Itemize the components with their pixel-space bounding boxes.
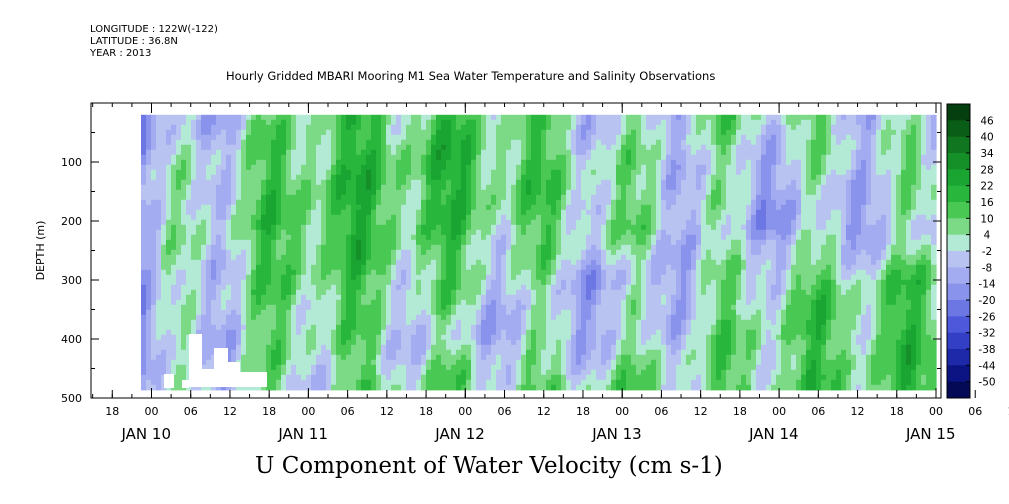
colorbar-label: 34: [980, 148, 994, 160]
x-hour-label: 00: [145, 405, 159, 418]
x-hour-label: 00: [929, 405, 943, 418]
x-hour-label: 18: [576, 405, 590, 418]
x-hour-label: 06: [654, 405, 668, 418]
x-day-label: JAN 10: [121, 425, 172, 443]
colorbar-swatch: [947, 267, 970, 285]
colorbar-swatch: [947, 251, 970, 268]
colorbar-label: 40: [980, 132, 993, 144]
colorbar-label: -26: [978, 311, 995, 323]
x-hour-label: 18: [262, 405, 276, 418]
colorbar-label: 46: [980, 115, 994, 127]
colorbar-label: 4: [984, 230, 991, 242]
y-axis-title: DEPTH (m): [34, 221, 47, 281]
colorbar-swatch: [947, 169, 970, 187]
colorbar-label: -20: [978, 295, 995, 307]
colorbar-label: 28: [980, 164, 993, 176]
x-hour-label: 00: [301, 405, 315, 418]
x-hour-label: 18: [419, 405, 433, 418]
x-hour-label: 06: [968, 405, 982, 418]
colorbar-swatch: [947, 136, 970, 154]
colorbar-label: -38: [978, 344, 995, 356]
x-hour-label: 12: [537, 405, 551, 418]
x-hour-label: 12: [1007, 405, 1009, 418]
x-hour-label: 00: [458, 405, 472, 418]
colorbar-swatch: [947, 332, 970, 350]
x-day-label: JAN 12: [434, 425, 485, 443]
colorbar-swatch: [947, 349, 970, 366]
chart-title: Hourly Gridded MBARI Mooring M1 Sea Wate…: [226, 69, 716, 83]
x-day-label: JAN 13: [591, 425, 642, 443]
colorbar-label: -50: [978, 377, 995, 389]
colorbar-swatch: [947, 218, 970, 236]
colorbar-label: 22: [980, 181, 993, 193]
colorbar-swatch: [947, 153, 970, 170]
x-hour-label: 12: [223, 405, 237, 418]
x-day-label: JAN 11: [277, 425, 328, 443]
x-hour-label: 12: [694, 405, 708, 418]
y-tick-label: 300: [61, 274, 82, 287]
colorbar-label: 10: [980, 213, 993, 225]
x-hour-label: 18: [733, 405, 747, 418]
latitude-label: LATITUDE : 36.8N: [90, 36, 178, 47]
y-tick-label: 400: [61, 333, 82, 346]
colorbar-label: 16: [980, 197, 994, 209]
colorbar-swatch: [947, 185, 970, 203]
x-hour-label: 12: [380, 405, 394, 418]
y-tick-label: 100: [61, 156, 82, 169]
x-hour-label: 00: [772, 405, 786, 418]
colorbar-swatch: [947, 300, 970, 317]
x-hour-label: 12: [851, 405, 865, 418]
longitude-label: LONGITUDE : 122W(-122): [90, 24, 218, 35]
colorbar-swatch: [947, 316, 970, 334]
colorbar-swatch: [947, 381, 970, 399]
colorbar-swatch: [947, 104, 970, 121]
colorbar-label: -2: [982, 246, 992, 258]
colorbar-swatch: [947, 283, 970, 301]
x-hour-label: 06: [184, 405, 198, 418]
x-hour-label: 18: [105, 405, 119, 418]
x-day-label: JAN 14: [748, 425, 799, 443]
year-label: YEAR : 2013: [90, 48, 152, 59]
colorbar-swatch: [947, 365, 970, 383]
x-hour-label: 06: [341, 405, 355, 418]
x-hour-label: 18: [890, 405, 904, 418]
y-tick-label: 500: [61, 392, 82, 405]
x-axis-title: U Component of Water Velocity (cm s-1): [255, 453, 723, 479]
x-day-label: JAN 15: [905, 425, 956, 443]
heatmap-field: [141, 114, 937, 391]
x-hour-label: 06: [498, 405, 512, 418]
colorbar-label: -44: [978, 360, 995, 372]
colorbar-swatch: [947, 234, 970, 252]
colorbar-label: -14: [978, 279, 995, 291]
x-hour-label: 06: [811, 405, 825, 418]
x-hour-label: 00: [615, 405, 629, 418]
colorbar-swatch: [947, 202, 970, 219]
colorbar-swatch: [947, 120, 970, 138]
colorbar-label: -8: [982, 262, 992, 274]
colorbar-label: -32: [978, 328, 995, 340]
y-tick-label: 200: [61, 215, 82, 228]
